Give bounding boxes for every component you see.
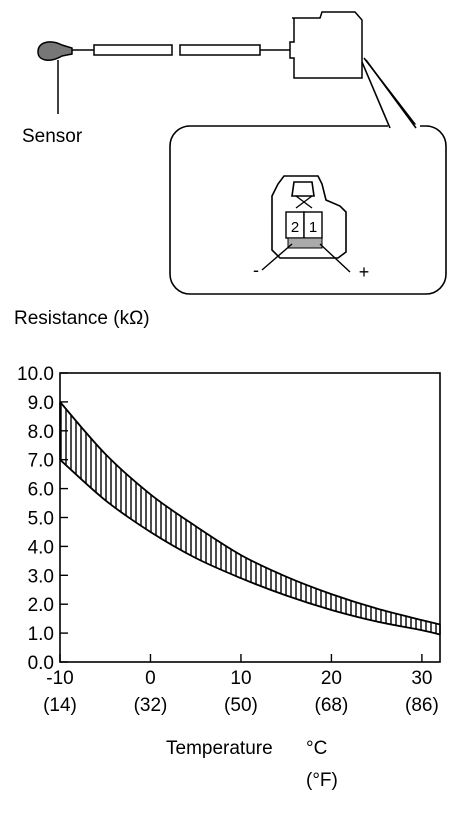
y-tick-label: 3.0 <box>28 566 54 587</box>
y-tick-label: 4.0 <box>28 537 54 558</box>
y-tick-label: 6.0 <box>28 480 54 501</box>
y-tick-label: 0.0 <box>28 653 54 674</box>
x-axis-unit-fahrenheit: (°F) <box>306 770 338 791</box>
y-tick-label: 2.0 <box>28 595 54 616</box>
x-tick-label: 20 <box>321 668 342 689</box>
x-tick-label: -10 <box>46 668 73 689</box>
x-tick-sublabel: (68) <box>315 695 349 716</box>
x-axis-unit-celsius: °C <box>306 738 328 759</box>
x-tick-label: 30 <box>411 668 432 689</box>
x-tick-sublabel: (32) <box>134 695 168 716</box>
wire-sleeve-1 <box>93 44 173 56</box>
x-tick-label: 0 <box>145 668 156 689</box>
x-axis-title: Temperature <box>166 738 273 759</box>
sensor-bulb <box>37 41 73 61</box>
x-tick-sublabel: (86) <box>405 695 439 716</box>
sensor-label: Sensor <box>22 126 83 147</box>
y-tick-label: 9.0 <box>28 393 54 414</box>
resistance-temperature-chart: 0.0 1.0 2.0 3.0 4.0 5.0 6.0 7.0 8.0 9.0 10.0 -10 (14… <box>17 364 441 716</box>
positive-terminal-label: + <box>359 262 370 282</box>
connector-housing <box>289 11 363 79</box>
x-tick-sublabel: (14) <box>43 695 77 716</box>
negative-terminal-label: - <box>253 260 259 280</box>
sensor-assembly <box>37 11 420 129</box>
pin-label-2: 2 <box>291 219 299 236</box>
probe-positive-lead <box>319 243 351 273</box>
y-tick-label: 1.0 <box>28 624 54 645</box>
x-tick-sublabel: (50) <box>224 695 258 716</box>
pin-label-1: 1 <box>309 219 317 236</box>
y-tick-label: 10.0 <box>17 364 54 385</box>
wire-sleeve-2 <box>179 44 261 56</box>
resistance-band-area <box>60 401 440 635</box>
y-tick-label: 8.0 <box>28 422 54 443</box>
band-lower-limit-line <box>59 459 441 636</box>
connector-callout <box>169 59 447 295</box>
y-tick-label: 5.0 <box>28 509 54 530</box>
band-upper-limit-line <box>59 401 441 626</box>
y-tick-label: 7.0 <box>28 451 54 472</box>
y-axis-title: Resistance (kΩ) <box>14 308 150 329</box>
x-tick-label: 10 <box>230 668 251 689</box>
probe-negative-lead <box>261 243 293 271</box>
